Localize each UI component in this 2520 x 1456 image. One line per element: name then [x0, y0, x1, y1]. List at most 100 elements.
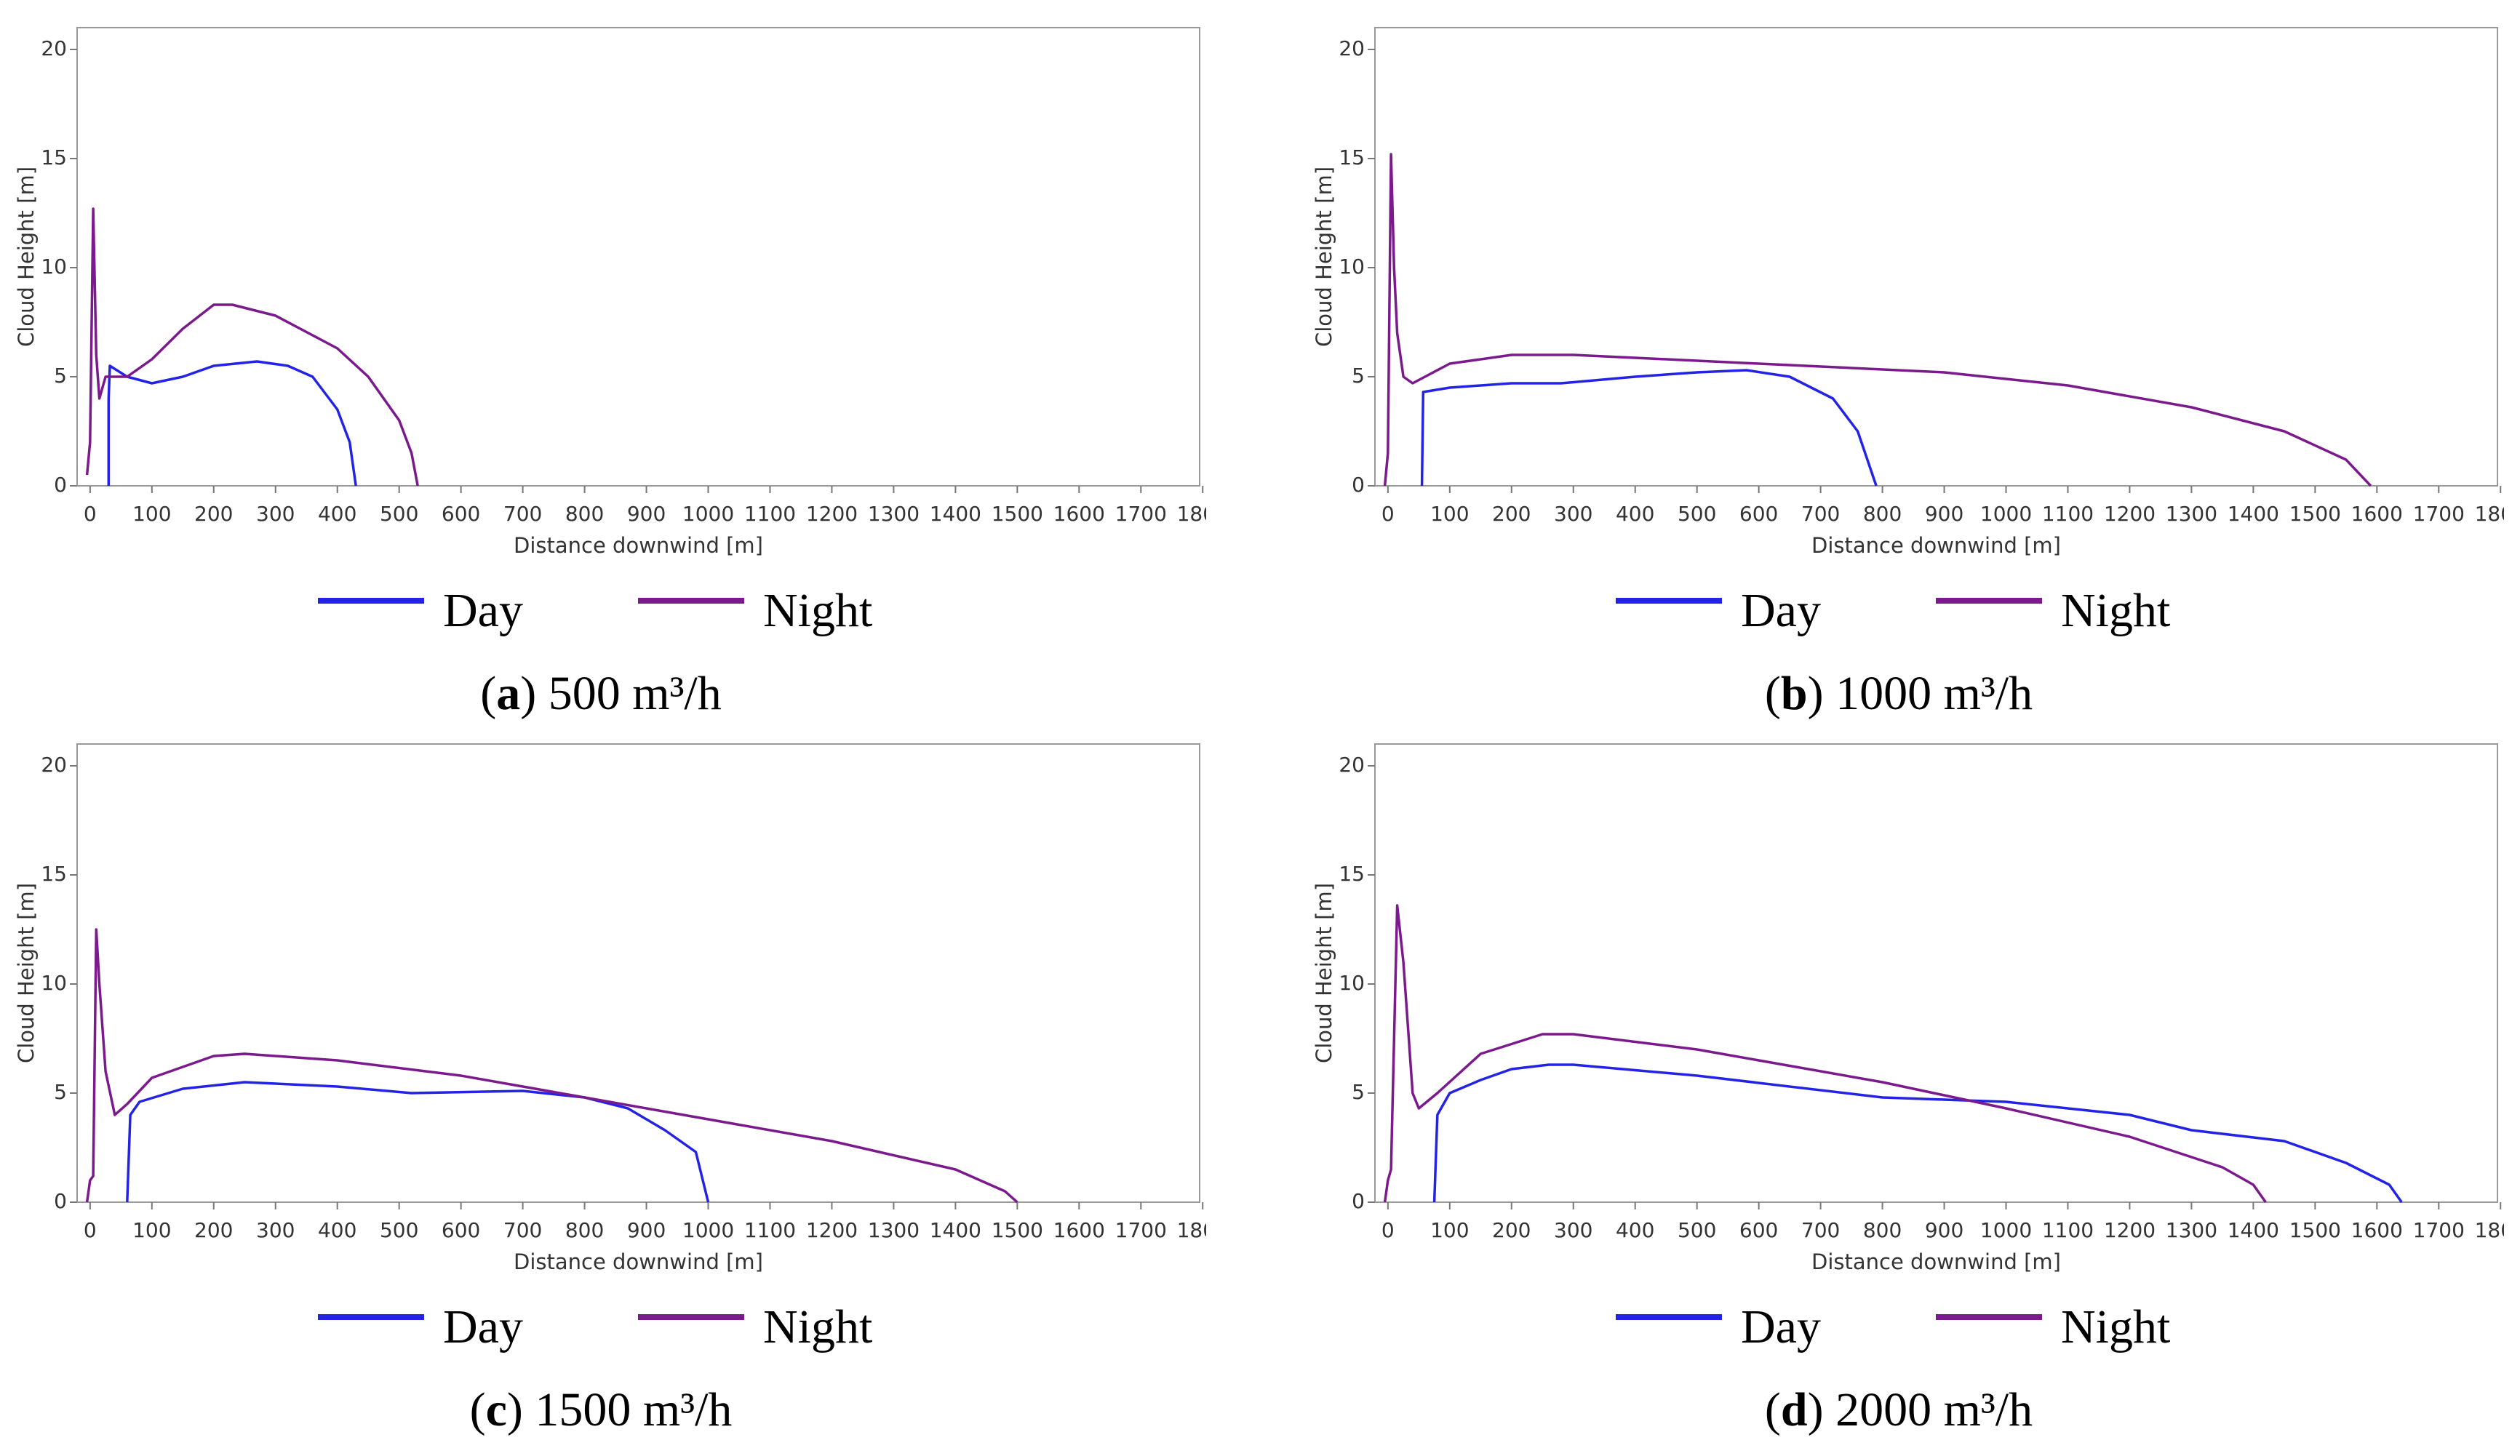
x-tick-label: 1500	[2289, 1218, 2341, 1242]
x-tick-label: 500	[1678, 502, 1716, 526]
x-axis-label: Distance downwind [m]	[514, 533, 763, 558]
x-tick-label: 1700	[2413, 502, 2465, 526]
x-tick-label: 1700	[1115, 1218, 1167, 1242]
x-tick-label: 1000	[1980, 1218, 2032, 1242]
x-tick-label: 500	[380, 502, 418, 526]
caption: (a) 500 m³/h	[480, 667, 721, 720]
x-tick-label: 1000	[1980, 502, 2032, 526]
x-tick-label: 1100	[2042, 502, 2094, 526]
x-tick-label: 1100	[744, 1218, 796, 1242]
x-tick-label: 1000	[682, 1218, 734, 1242]
y-axis-label: Cloud Height [m]	[1312, 167, 1336, 347]
x-tick-label: 200	[194, 1218, 233, 1242]
x-tick-label: 300	[256, 502, 295, 526]
x-tick-label: 900	[1925, 1218, 1963, 1242]
y-tick-label: 10	[1339, 971, 1365, 995]
y-tick-label: 15	[41, 862, 67, 886]
x-tick-label: 1400	[930, 1218, 981, 1242]
y-axis-label: Cloud Height [m]	[14, 167, 39, 347]
data-line	[1383, 153, 2372, 487]
x-tick-label: 700	[503, 502, 542, 526]
x-tick-label: 200	[194, 502, 233, 526]
plot-frame	[76, 27, 1200, 487]
x-tick-label: 400	[1616, 1218, 1654, 1242]
y-tick-label: 10	[41, 255, 67, 279]
legend-label: Night	[2061, 1300, 2170, 1353]
x-tick-label: 1600	[1053, 502, 1105, 526]
plot-frame	[76, 743, 1200, 1203]
y-tick-label: 20	[1339, 753, 1365, 777]
legend-label: Night	[763, 1300, 872, 1353]
legend-label: Day	[443, 1300, 523, 1353]
x-tick-label: 400	[318, 1218, 356, 1242]
x-tick-label: 700	[1801, 502, 1840, 526]
x-tick-label: 1400	[930, 502, 981, 526]
x-tick-label: 1600	[2351, 502, 2403, 526]
x-tick-label: 1200	[806, 1218, 858, 1242]
x-tick-label: 1400	[2228, 502, 2279, 526]
y-axis-label: Cloud Height [m]	[1312, 883, 1336, 1063]
x-tick-label: 1600	[2351, 1218, 2403, 1242]
x-tick-label: 900	[627, 1218, 666, 1242]
caption-part: ) 2000 m³/h	[1808, 1383, 2033, 1436]
data-line	[1432, 1063, 2403, 1204]
x-tick-label: 1400	[2228, 1218, 2279, 1242]
y-tick-label: 0	[1352, 473, 1365, 497]
x-axis-label: Distance downwind [m]	[1811, 533, 2061, 558]
x-tick-label: 1800	[2475, 1218, 2520, 1242]
x-axis-label: Distance downwind [m]	[1811, 1249, 2061, 1274]
x-tick-label: 1800	[1177, 1218, 1229, 1242]
y-tick-label: 15	[41, 145, 67, 169]
x-tick-label: 300	[256, 1218, 295, 1242]
x-tick-label: 900	[1925, 502, 1963, 526]
x-tick-label: 500	[1678, 1218, 1716, 1242]
caption-part: b	[1781, 667, 1808, 720]
caption-part: ) 1500 m³/h	[507, 1383, 732, 1436]
y-tick-label: 0	[1352, 1189, 1365, 1213]
x-tick-label: 1500	[992, 502, 1043, 526]
x-tick-label: 100	[1430, 502, 1469, 526]
x-tick-label: 900	[627, 502, 666, 526]
caption-part: d	[1781, 1383, 1808, 1436]
data-line	[126, 1081, 710, 1203]
x-tick-label: 1200	[806, 502, 858, 526]
y-tick-label: 5	[1352, 1080, 1365, 1104]
caption-part: a	[496, 667, 520, 720]
x-tick-label: 1200	[2104, 1218, 2156, 1242]
x-tick-label: 1700	[1115, 502, 1167, 526]
y-tick-label: 5	[54, 1080, 67, 1104]
x-tick-label: 600	[1739, 502, 1778, 526]
y-tick-label: 15	[1339, 145, 1365, 169]
y-tick-label: 0	[54, 473, 67, 497]
legend-label: Night	[2061, 584, 2170, 637]
x-tick-label: 700	[503, 1218, 542, 1242]
y-tick-label: 15	[1339, 862, 1365, 886]
legend-label: Day	[1741, 584, 1821, 637]
x-tick-label: 1700	[2413, 1218, 2465, 1242]
x-tick-label: 100	[1430, 1218, 1469, 1242]
caption: (c) 1500 m³/h	[470, 1383, 733, 1436]
x-tick-label: 1300	[2166, 1218, 2217, 1242]
x-tick-label: 600	[1739, 1218, 1778, 1242]
x-tick-label: 1800	[1177, 502, 1229, 526]
y-axis-label: Cloud Height [m]	[14, 883, 39, 1063]
y-tick-label: 10	[1339, 255, 1365, 279]
data-line	[85, 207, 419, 487]
x-tick-label: 100	[132, 502, 171, 526]
y-tick-label: 0	[54, 1189, 67, 1213]
x-tick-label: 800	[1863, 1218, 1902, 1242]
x-axis-label: Distance downwind [m]	[514, 1249, 763, 1274]
y-tick-label: 20	[1339, 36, 1365, 60]
x-tick-label: 1500	[2289, 502, 2341, 526]
plot-frame	[1374, 27, 2498, 487]
caption-part: (	[1765, 667, 1781, 720]
y-tick-label: 20	[41, 753, 67, 777]
